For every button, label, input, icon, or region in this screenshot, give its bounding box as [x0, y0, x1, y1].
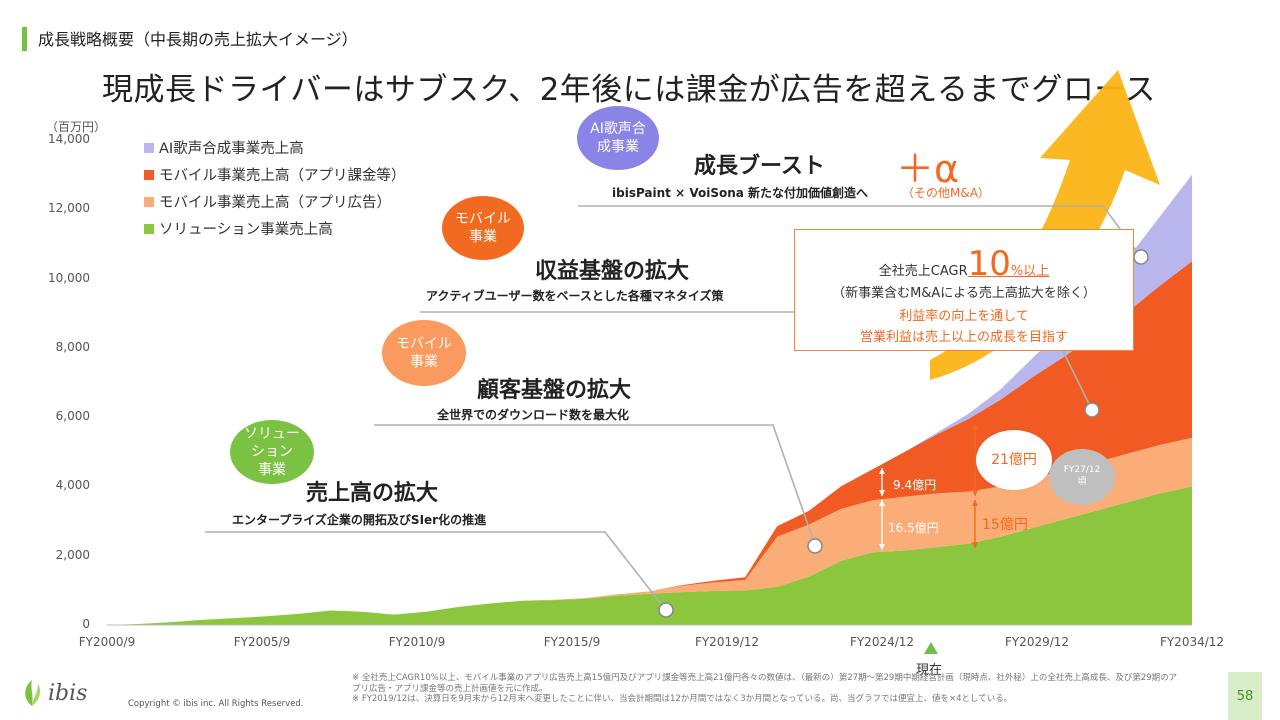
annotation-ad-now: 16.5億円 — [888, 521, 939, 535]
current-marker-triangle — [924, 642, 938, 654]
legend-swatch-ad — [144, 196, 154, 207]
bubble-ai: AI歌声合 成事業 — [577, 106, 659, 170]
cagr-line2: 営業利益は売上以上の成長を目指す — [859, 330, 1068, 345]
plus-alpha: ＋α — [896, 147, 960, 191]
x-tick-label: FY2034/12 — [1159, 635, 1225, 649]
footnote-2: ※ FY2019/12は、決算日を9月末から12月末へ変更したことに伴い、当会計… — [352, 694, 1013, 705]
estimate-bubble-label: FY27/12 頃 — [1063, 465, 1101, 487]
chart-legend: AI歌声合成事業売上高 モバイル事業売上高（アプリ課金等） モバイル事業売上高（… — [144, 134, 406, 242]
callout-dot-boost — [1133, 249, 1149, 265]
legend-item-solution: ソリューション事業売上高 — [144, 215, 406, 242]
x-tick-label: FY2000/9 — [78, 635, 136, 649]
cagr-headline: 全社売上CAGR10%以上 — [795, 244, 1133, 284]
legend-item-billing: モバイル事業売上高（アプリ課金等） — [144, 161, 406, 188]
legend-label-billing: モバイル事業売上高（アプリ課金等） — [159, 168, 406, 184]
callout-dot-customer — [807, 538, 823, 554]
callout-dot-sales — [658, 602, 674, 618]
bubble-mobile-revenue: モバイル 事業 — [442, 196, 524, 260]
annotation-billing-target: 21億円 — [976, 430, 1052, 490]
legend-label-solution: ソリューション事業売上高 — [159, 222, 333, 238]
y-tick-label: 6,000 — [55, 409, 90, 424]
x-tick-label: FY2024/12 — [849, 635, 915, 649]
customer-base-title: 顧客基盤の拡大 — [477, 378, 632, 403]
y-tick-label: 2,000 — [55, 547, 90, 562]
current-marker-label: 現在 — [916, 663, 943, 678]
cagr-box: 全社売上CAGR10%以上 （新事業含むM&Aによる売上高拡大を除く） 利益率の… — [794, 229, 1134, 351]
legend-swatch-billing — [144, 169, 154, 180]
revenue-base-subtitle: アクティブユーザー数をベースとした各種マネタイズ策 — [426, 289, 724, 303]
revenue-base-title: 収益基盤の拡大 — [535, 259, 690, 284]
section-title: 成長戦略概要（中長期の売上拡大イメージ） — [38, 30, 358, 49]
leaf-logo-icon — [25, 680, 40, 706]
y-tick-label: 0 — [82, 617, 90, 631]
y-tick-label: 12,000 — [48, 201, 90, 216]
copyright: Copyright © ibis inc. All Rights Reserve… — [128, 699, 304, 709]
cagr-number: 10 — [967, 244, 1011, 284]
company-logo: ibis — [20, 678, 87, 708]
y-axis-unit: （百万円） — [46, 120, 107, 134]
legend-label-ai: AI歌声合成事業売上高 — [159, 141, 304, 157]
growth-boost-title: 成長ブースト — [694, 154, 825, 179]
cagr-suffix: %以上 — [1010, 264, 1050, 279]
callout-dots — [658, 249, 1149, 618]
annotation-billing-target-label: 21億円 — [991, 451, 1037, 468]
growth-arrow-body — [930, 70, 1160, 380]
bubble-solution-label: ソリュー ション 事業 — [244, 425, 300, 479]
customer-base-subtitle: 全世界でのダウンロード数を最大化 — [437, 408, 630, 422]
area-series-0 — [107, 486, 1192, 625]
section-accent-bar — [22, 27, 27, 51]
legend-swatch-solution — [144, 223, 154, 234]
sales-expansion-subtitle: エンタープライズ企業の開拓及びSIer化の推進 — [232, 513, 487, 527]
callout-line-customer — [374, 424, 816, 546]
growth-boost-subtitle: ibisPaint × VoiSona 新たな付加価値創造へ — [612, 186, 869, 200]
annotation-ad-target: 15億円 — [982, 517, 1028, 533]
x-tick-label: FY2019/12 — [694, 635, 760, 649]
legend-item-ai: AI歌声合成事業売上高 — [144, 134, 406, 161]
x-tick-label: FY2010/9 — [388, 635, 446, 649]
bubble-mobile-customer-label: モバイル 事業 — [396, 335, 452, 370]
growth-boost-other: （その他M&A） — [902, 186, 990, 200]
bubble-mobile-customer: モバイル 事業 — [382, 320, 466, 386]
footnotes: ※ 全社売上CAGR10%以上、モバイル事業のアプリ広告売上高15億円及びアプリ… — [352, 673, 1182, 705]
y-tick-label: 8,000 — [55, 339, 90, 354]
x-tick-label: FY2029/12 — [1004, 635, 1070, 649]
bubble-ai-label: AI歌声合 成事業 — [590, 120, 646, 155]
x-tick-label: FY2005/9 — [233, 635, 291, 649]
callout-line-sales — [205, 531, 666, 610]
estimate-bubble: FY27/12 頃 — [1049, 449, 1115, 505]
cagr-note: （新事業含むM&Aによる売上高拡大を除く） — [832, 286, 1096, 301]
growth-arrow — [930, 70, 1160, 380]
sales-expansion-title: 売上高の拡大 — [306, 481, 439, 506]
bubble-solution: ソリュー ション 事業 — [230, 420, 314, 484]
callout-dot-revenue — [1084, 402, 1100, 418]
y-tick-label: 4,000 — [55, 478, 90, 493]
x-tick-label: FY2015/9 — [543, 635, 601, 649]
page-number: 58 — [1228, 672, 1262, 720]
logo-text: ibis — [48, 680, 88, 706]
page-headline: 現成長ドライバーはサブスク、2年後には課金が広告を超えるまでグロース — [102, 72, 1156, 108]
cagr-prefix: 全社売上CAGR — [878, 264, 968, 279]
annotation-billing-now: 9.4億円 — [893, 478, 937, 492]
legend-item-ad: モバイル事業売上高（アプリ広告） — [144, 188, 406, 215]
page-number-label: 58 — [1236, 688, 1254, 704]
legend-swatch-ai — [144, 142, 154, 153]
y-tick-label: 10,000 — [48, 270, 90, 285]
y-tick-label: 14,000 — [48, 132, 90, 146]
legend-label-ad: モバイル事業売上高（アプリ広告） — [159, 195, 391, 211]
bubble-mobile-revenue-label: モバイル 事業 — [455, 210, 511, 245]
footnote-1: ※ 全社売上CAGR10%以上、モバイル事業のアプリ広告売上高15億円及びアプリ… — [352, 673, 1178, 694]
cagr-line1: 利益率の向上を通して — [899, 309, 1029, 324]
